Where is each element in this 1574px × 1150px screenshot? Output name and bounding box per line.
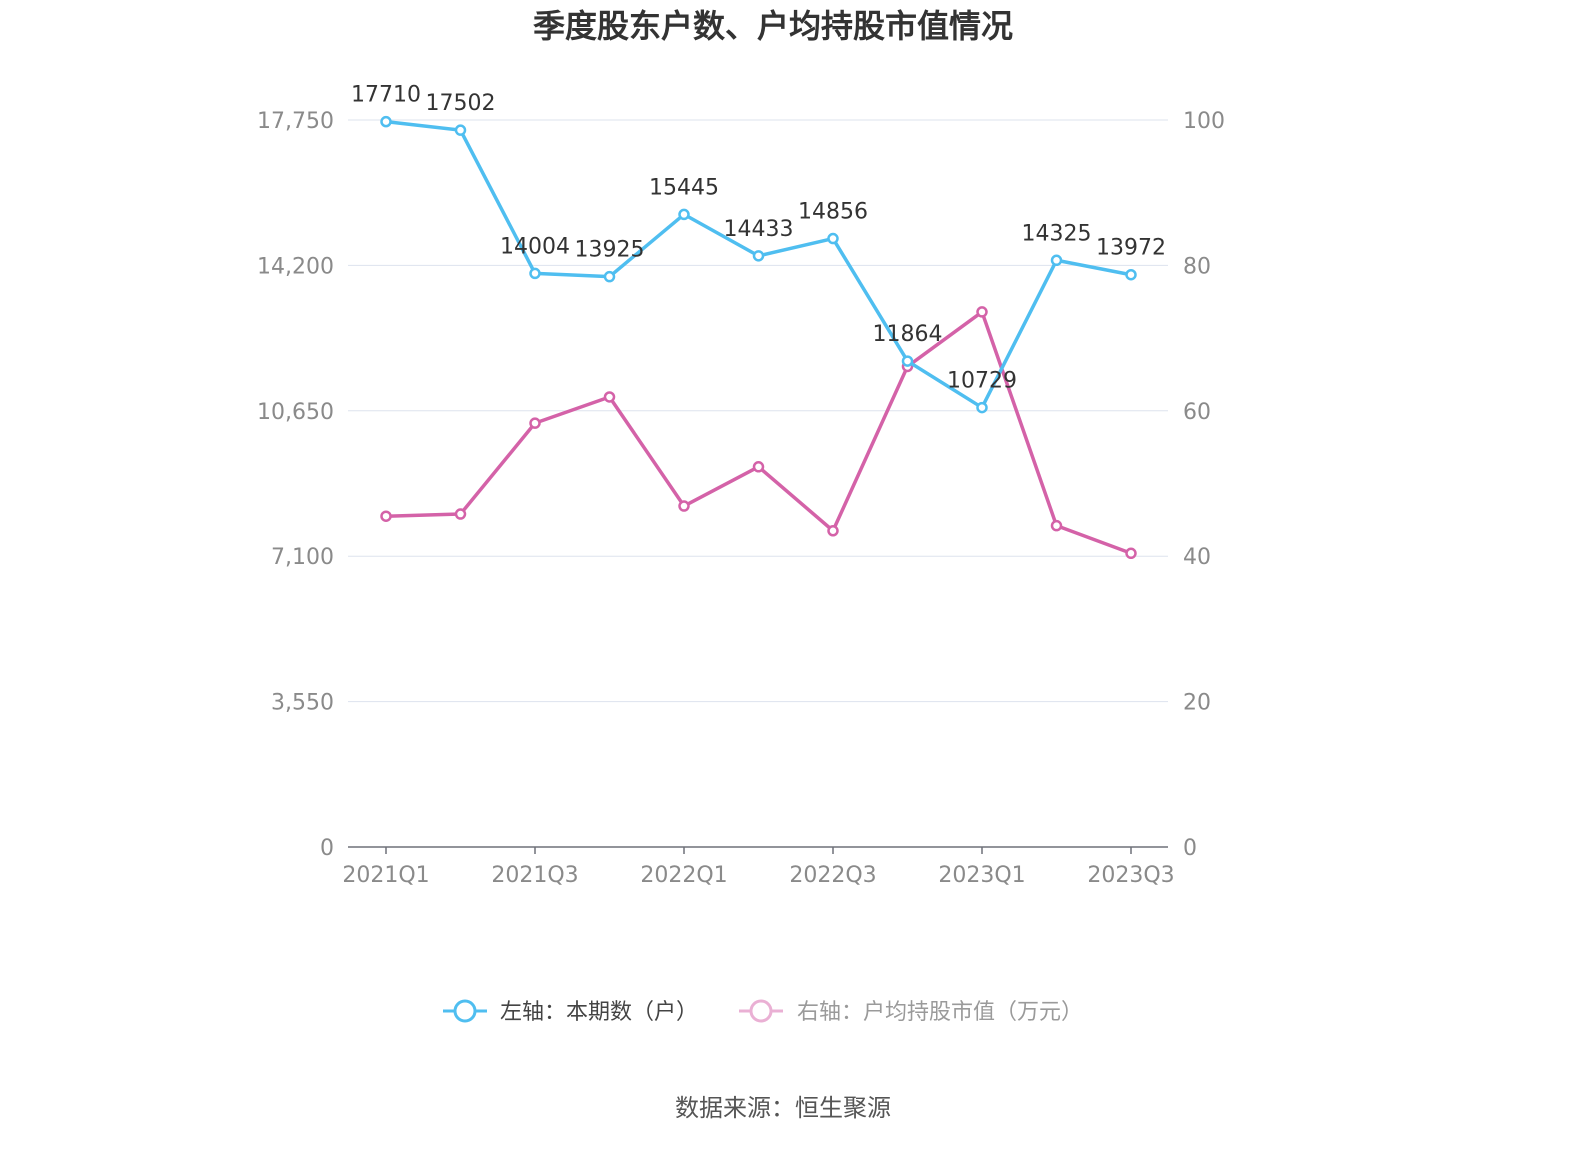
- point-avg-value: [454, 508, 467, 520]
- point-avg-value: [678, 500, 690, 512]
- right-tick-label: 40: [1183, 545, 1211, 570]
- x-tick-label: 2021Q3: [491, 863, 578, 888]
- point-avg-value: [827, 525, 839, 537]
- data-label: 14004: [500, 234, 570, 259]
- legend-left-marker: [453, 999, 477, 1023]
- point-shareholders: [901, 355, 914, 367]
- data-label: 17502: [426, 91, 496, 116]
- data-label: 13972: [1096, 236, 1166, 261]
- left-tick-label: 7,100: [271, 545, 334, 570]
- point-shareholders: [380, 115, 392, 128]
- point-shareholders: [827, 232, 839, 245]
- series-layer: [380, 115, 1137, 560]
- right-tick-label: 0: [1183, 836, 1197, 861]
- left-tick-label: 10,650: [257, 400, 334, 425]
- legend-item-right[interactable]: 右轴：户均持股市值（万元）: [739, 999, 1083, 1025]
- point-shareholders: [1050, 254, 1063, 267]
- point-shareholders: [529, 267, 541, 280]
- point-shareholders: [1125, 268, 1137, 281]
- x-tick-label: 2022Q3: [789, 863, 876, 888]
- point-shareholders: [603, 270, 616, 283]
- point-avg-value: [603, 391, 616, 403]
- point-avg-value: [976, 306, 988, 318]
- point-avg-value: [529, 417, 541, 429]
- point-avg-value: [752, 461, 765, 473]
- series-line-shareholders: [385, 119, 1132, 410]
- x-tick-label: 2023Q1: [938, 863, 1025, 888]
- point-avg-value: [380, 510, 392, 522]
- point-shareholders: [752, 250, 765, 262]
- data-label: 14325: [1022, 221, 1092, 246]
- left-tick-label: 17,750: [257, 109, 334, 134]
- x-tick-label: 2023Q3: [1087, 863, 1174, 888]
- data-label: 14856: [798, 200, 868, 225]
- data-label: 10729: [947, 369, 1017, 394]
- left-axis: 0 3,550 7,100 10,650 14,200 17,750: [257, 109, 334, 861]
- left-tick-label: 3,550: [271, 691, 334, 716]
- left-tick-label: 14,200: [257, 254, 334, 279]
- legend-right-marker: [749, 999, 773, 1023]
- point-shareholders: [454, 124, 467, 136]
- grid-lines: [348, 119, 1168, 703]
- legend[interactable]: 左轴：本期数（户） 右轴：户均持股市值（万元）: [443, 999, 1083, 1025]
- left-tick-label: 0: [320, 836, 334, 861]
- source-note: 数据来源：恒生聚源: [675, 1094, 891, 1122]
- right-axis: 0 20 40 60 80 100: [1183, 109, 1225, 861]
- x-tick-label: 2022Q1: [640, 863, 727, 888]
- data-label: 15445: [649, 175, 719, 200]
- chart-title: 季度股东户数、户均持股市值情况: [533, 7, 1013, 45]
- legend-item-left[interactable]: 左轴：本期数（户）: [443, 999, 698, 1025]
- legend-right-label: 右轴：户均持股市值（万元）: [797, 1000, 1083, 1025]
- point-avg-value: [1125, 547, 1137, 560]
- data-label: 14433: [724, 217, 794, 242]
- point-avg-value: [1050, 519, 1063, 532]
- series-line-avg-value: [385, 310, 1132, 555]
- x-tick-label: 2021Q1: [342, 863, 429, 888]
- data-label: 13925: [575, 238, 645, 263]
- point-shareholders: [678, 208, 690, 221]
- right-tick-label: 100: [1183, 109, 1225, 134]
- data-label: 17710: [351, 83, 421, 108]
- data-label: 11864: [873, 322, 943, 347]
- point-shareholders: [976, 401, 988, 414]
- right-tick-label: 80: [1183, 254, 1211, 279]
- right-tick-label: 20: [1183, 691, 1211, 716]
- x-axis: 2021Q1 2021Q3 2022Q1 2022Q3 2023Q1 2023Q3: [342, 846, 1175, 888]
- legend-left-label: 左轴：本期数（户）: [500, 1000, 698, 1025]
- right-tick-label: 60: [1183, 400, 1211, 425]
